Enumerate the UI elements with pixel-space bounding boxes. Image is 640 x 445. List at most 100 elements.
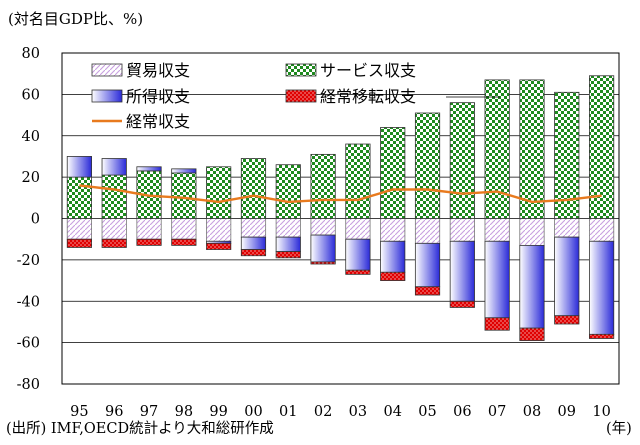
legend-current-account: 経常収支 — [92, 112, 190, 131]
x-tick-label: 07 — [488, 404, 506, 420]
trade-balance-bar — [310, 218, 336, 236]
trade-balance-bar — [554, 218, 580, 238]
y-tick-label: -40 — [17, 294, 40, 310]
income-balance-bar — [554, 236, 580, 317]
x-tick-label: 95 — [70, 404, 88, 420]
services-balance-bar — [589, 75, 615, 219]
legend-label: 経常収支 — [126, 112, 190, 131]
services-balance-bar — [310, 153, 336, 219]
x-tick-label: 10 — [592, 404, 610, 420]
legend-trade-balance: 貿易収支 — [91, 61, 190, 80]
income-balance-bar — [380, 240, 406, 273]
services-balance-bar — [449, 102, 475, 219]
y-tick-label: 80 — [22, 46, 40, 62]
services-balance-bar — [345, 143, 371, 219]
x-tick-label: 97 — [140, 404, 158, 420]
x-tick-label: 05 — [418, 404, 436, 420]
x-tick-label: 98 — [175, 404, 193, 420]
income-balance-bar — [101, 158, 127, 176]
y-tick-label: 40 — [22, 129, 40, 145]
x-tick-label: 08 — [523, 404, 541, 420]
trade-balance-bar — [589, 218, 615, 242]
y-tick-label: 20 — [22, 170, 40, 186]
transfer-balance-bar — [414, 286, 441, 296]
transfer-balance-bar — [310, 261, 336, 265]
transfer-balance-bar — [275, 251, 301, 259]
y-tick-label: -60 — [17, 336, 40, 352]
y-tick-labels: 80 60 40 20 0 -20 -40 -60 -80 — [17, 46, 40, 393]
unit-label: (対名目GDP比、%) — [8, 10, 143, 28]
x-tick-label: 96 — [105, 404, 123, 420]
services-balance-bar — [519, 79, 545, 219]
x-tick-label: 02 — [314, 404, 332, 420]
trade-balance-bar — [101, 218, 127, 240]
legend-services-balance: サービス収支 — [285, 61, 416, 80]
trade-balance-bar — [449, 218, 475, 242]
income-balance-bar — [589, 240, 615, 335]
legend-label: 貿易収支 — [126, 61, 190, 80]
income-balance-bar — [484, 240, 510, 319]
transfer-balance-bar — [171, 238, 197, 246]
trade-balance-bar — [240, 218, 267, 238]
trade-balance-bar — [414, 218, 441, 244]
x-tick-labels: 95 96 97 98 99 00 01 02 03 04 05 06 07 08 09 10 — [70, 404, 611, 420]
income-balance-bar — [66, 156, 92, 178]
transfer-balance-bar — [101, 238, 127, 248]
x-tick-label: 01 — [279, 404, 297, 420]
income-balance-bar — [519, 244, 545, 329]
transfer-balance-bar — [519, 327, 545, 341]
transfer-balance-bar — [484, 317, 510, 331]
income-balance-bar — [345, 238, 371, 271]
trade-balance-bar — [275, 218, 301, 238]
income-balance-bar — [136, 166, 162, 172]
transfer-balance-bar — [206, 242, 232, 250]
y-tick-label: 60 — [22, 87, 40, 103]
legend-label: 所得収支 — [126, 87, 190, 106]
services-balance-bar — [171, 172, 197, 219]
services-balance-bar — [66, 176, 92, 219]
transfer-balance-bar — [449, 300, 475, 308]
transfer-balance-bar — [589, 333, 615, 339]
services-balance-bar — [240, 158, 267, 219]
x-tick-label: 03 — [349, 404, 367, 420]
trade-balance-bar — [345, 218, 371, 240]
transfer-balance-bar — [136, 238, 162, 246]
services-balance-bar — [101, 174, 127, 219]
x-unit-label: (年) — [606, 420, 632, 437]
legend-swatch — [285, 89, 317, 103]
bars — [66, 75, 615, 341]
x-tick-label: 04 — [383, 404, 401, 420]
services-balance-bar — [275, 164, 301, 219]
legend-swatch — [91, 89, 123, 103]
legend-swatch — [91, 63, 123, 77]
trade-balance-bar — [206, 218, 232, 242]
income-balance-bar — [171, 168, 197, 174]
x-tick-label: 99 — [209, 404, 227, 420]
y-tick-label: -20 — [17, 253, 40, 269]
source-note: (出所) IMF,OECD統計より大和総研作成 — [6, 420, 274, 437]
services-balance-bar — [380, 127, 406, 219]
income-balance-bar — [414, 242, 441, 288]
services-balance-bar — [554, 91, 580, 219]
services-balance-bar — [484, 79, 510, 219]
transfer-balance-bar — [345, 269, 371, 275]
legend-label: サービス収支 — [320, 61, 416, 80]
transfer-balance-bar — [554, 315, 580, 325]
services-balance-bar — [414, 112, 441, 219]
trade-balance-bar — [380, 218, 406, 242]
legend-transfer-balance: 経常移転収支 — [285, 87, 416, 106]
x-tick-label: 00 — [244, 404, 262, 420]
transfer-balance-bar — [380, 271, 406, 281]
y-tick-label: 0 — [31, 212, 40, 228]
income-balance-bar — [310, 234, 336, 263]
transfer-balance-bar — [240, 249, 267, 257]
income-balance-bar — [240, 236, 267, 250]
services-balance-bar — [206, 166, 232, 219]
legend-income-balance: 所得収支 — [91, 87, 190, 106]
trade-balance-bar — [66, 218, 92, 240]
trade-balance-bar — [136, 218, 162, 240]
trade-balance-bar — [171, 218, 197, 240]
